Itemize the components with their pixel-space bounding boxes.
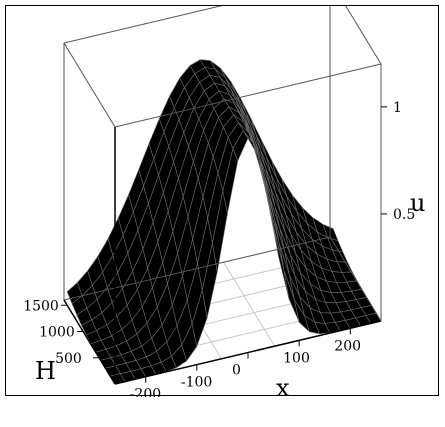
y-axis-label: H (35, 357, 56, 385)
y-tick-label: 1000 (39, 325, 75, 341)
box-edge (345, 6, 382, 65)
z-axis-label: u (410, 189, 425, 217)
box-edge (114, 63, 382, 128)
x-tick-label: -200 (130, 387, 161, 397)
z-tick-label: 1 (393, 100, 402, 116)
tick-layer: -200 -100 0 100 200 1500 1000 500 1 0.5 (23, 100, 415, 397)
surface-layer (66, 59, 382, 385)
x-tick-label: -100 (181, 375, 212, 391)
x-tick-label: 100 (283, 350, 310, 366)
y-tick-label: 500 (55, 351, 82, 367)
x-tick-label: 0 (232, 363, 241, 379)
plot-frame: -200 -100 0 100 200 1500 1000 500 1 0.5 x H u (5, 5, 439, 397)
axis-line (63, 299, 116, 385)
box-edge (329, 236, 382, 322)
x-tick-label: 200 (334, 338, 361, 354)
box-edge (63, 42, 116, 128)
box-edge (63, 6, 223, 44)
x-axis-label: x (276, 374, 290, 397)
floor-grid-line (223, 261, 276, 347)
box-edge (63, 236, 331, 301)
y-tick-label: 1500 (23, 298, 59, 314)
surface-plot: -200 -100 0 100 200 1500 1000 500 1 0.5 x H u (23, 6, 425, 397)
z-tick-label: 0.5 (393, 207, 415, 223)
